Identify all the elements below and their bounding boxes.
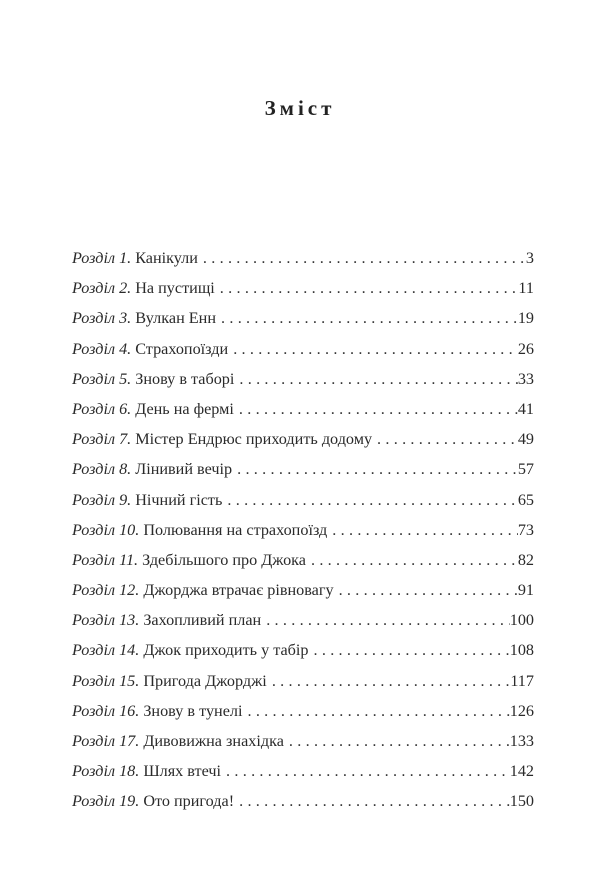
page-number: 100 — [509, 611, 534, 630]
chapter-title: Канікули — [135, 249, 198, 267]
chapter-title: Вулкан Енн — [135, 309, 216, 328]
chapter-label: Розділ 1. — [72, 249, 132, 267]
chapter-title: Нічний гість — [135, 490, 223, 509]
dot-leader: ........................................… — [266, 611, 510, 630]
dot-leader: ........................................… — [310, 550, 518, 569]
dot-leader: ........................................… — [288, 732, 510, 750]
dot-leader: ........................................… — [227, 490, 517, 509]
dot-leader: ........................................… — [332, 520, 518, 539]
chapter-title: Знову в тунелі — [143, 701, 243, 720]
chapter-title: Лінивий вечір — [135, 460, 233, 479]
toc-entry[interactable]: Розділ 4. Страхопоїзди...................… — [72, 334, 534, 364]
dot-leader: ........................................… — [239, 792, 510, 811]
chapter-label: Розділ 10. — [72, 520, 140, 539]
chapter-label: Розділ 9. — [72, 490, 132, 509]
page-number: 11 — [518, 279, 534, 298]
page-number: 49 — [517, 430, 534, 449]
chapter-label: Розділ 3. — [72, 309, 132, 328]
chapter-title: Містер Ендрюс приходить додому — [135, 430, 373, 449]
toc-entry[interactable]: Розділ 9. Нічний гість...................… — [72, 485, 534, 515]
dot-leader: ........................................… — [221, 309, 518, 328]
page-number: 142 — [509, 762, 534, 781]
dot-leader: ........................................… — [313, 641, 510, 660]
chapter-title: Джок приходить у табір — [143, 641, 309, 660]
page-number: 41 — [517, 399, 534, 418]
chapter-title: Дивовижна знахідка — [143, 732, 284, 750]
chapter-label: Розділ 17. — [72, 732, 140, 750]
toc-entry[interactable]: Розділ 13. Захопливий план...............… — [72, 605, 534, 635]
chapter-title: Джорджа втрачає рівновагу — [143, 581, 334, 600]
chapter-title: Шлях втечі — [143, 762, 222, 781]
page-number: 26 — [517, 339, 534, 358]
chapter-label: Розділ 8. — [72, 460, 132, 479]
page-number: 57 — [517, 460, 534, 479]
toc-entry[interactable]: Розділ 12. Джорджа втрачає рівновагу.....… — [72, 575, 534, 605]
page-number: 82 — [517, 550, 534, 569]
chapter-title: Полювання на страхопоїзд — [143, 520, 328, 539]
chapter-label: Розділ 14. — [72, 641, 140, 660]
chapter-title: Захопливий план — [143, 611, 262, 630]
dot-leader: ........................................… — [202, 249, 526, 267]
page-number: 133 — [509, 732, 534, 750]
page-title: Зміст — [264, 96, 336, 120]
toc-entry[interactable]: Розділ 2. На пустищі.....................… — [72, 273, 534, 303]
toc-entry[interactable]: Розділ 3. Вулкан Енн.....................… — [72, 303, 534, 333]
page-number: 150 — [509, 792, 534, 811]
toc-entry[interactable]: Розділ 6. День на фермі..................… — [72, 394, 534, 424]
toc-entry[interactable]: Розділ 10. Полювання на страхопоїзд......… — [72, 515, 534, 545]
chapter-label: Розділ 15. — [72, 671, 140, 690]
chapter-label: Розділ 2. — [72, 279, 132, 298]
chapter-label: Розділ 7. — [72, 430, 132, 449]
dot-leader: ........................................… — [239, 369, 517, 388]
dot-leader: ........................................… — [219, 279, 519, 298]
dot-leader: ........................................… — [338, 581, 518, 600]
page-number: 91 — [517, 581, 534, 600]
dot-leader: ........................................… — [226, 762, 510, 781]
dot-leader: ........................................… — [271, 671, 511, 690]
chapter-label: Розділ 5. — [72, 369, 132, 388]
toc-entry[interactable]: Розділ 8. Лінивий вечір..................… — [72, 454, 534, 484]
table-of-contents: Розділ 1. Канікули.......................… — [72, 243, 534, 817]
dot-leader: ........................................… — [377, 430, 518, 449]
chapter-label: Розділ 6. — [72, 399, 132, 418]
page-number: 108 — [509, 641, 534, 660]
dot-leader: ........................................… — [233, 339, 518, 358]
toc-entry[interactable]: Розділ 14. Джок приходить у табір........… — [72, 635, 534, 665]
chapter-title: Страхопоїзди — [135, 339, 229, 358]
dot-leader: ........................................… — [247, 701, 509, 720]
chapter-title: Пригода Джорджі — [143, 671, 267, 690]
chapter-label: Розділ 16. — [72, 701, 140, 720]
page-number: 126 — [509, 701, 534, 720]
dot-leader: ........................................… — [237, 460, 518, 479]
toc-entry[interactable]: Розділ 17. Дивовижна знахідка............… — [72, 726, 534, 756]
toc-entry[interactable]: Розділ 7. Містер Ендрюс приходить додому.… — [72, 424, 534, 454]
page-number: 117 — [510, 671, 534, 690]
chapter-label: Розділ 12. — [72, 581, 140, 600]
toc-entry[interactable]: Розділ 11. Здебільшого про Джока.........… — [72, 545, 534, 575]
chapter-label: Розділ 19. — [72, 792, 140, 811]
chapter-title: День на фермі — [135, 399, 234, 418]
toc-entry[interactable]: Розділ 15. Пригода Джорджі...............… — [72, 666, 534, 696]
page-number: 73 — [517, 520, 534, 539]
toc-entry[interactable]: Розділ 5. Знову в таборі.................… — [72, 364, 534, 394]
chapter-title: Ото пригода! — [143, 792, 235, 811]
page-number: 3 — [525, 249, 534, 267]
chapter-title: Здебільшого про Джока — [142, 550, 306, 569]
chapter-title: На пустищі — [135, 279, 215, 298]
dot-leader: ........................................… — [238, 399, 518, 418]
page-number: 33 — [517, 369, 534, 388]
toc-entry[interactable]: Розділ 16. Знову в тунелі................… — [72, 696, 534, 726]
chapter-label: Розділ 11. — [72, 550, 139, 569]
chapter-title: Знову в таборі — [135, 369, 235, 388]
chapter-label: Розділ 18. — [72, 762, 140, 781]
page-number: 65 — [517, 490, 534, 509]
chapter-label: Розділ 4. — [72, 339, 132, 358]
toc-entry[interactable]: Розділ 18. Шлях втечі....................… — [72, 756, 534, 786]
page-number: 19 — [517, 309, 534, 328]
chapter-label: Розділ 13. — [72, 611, 140, 630]
toc-entry[interactable]: Розділ 19. Ото пригода!..................… — [72, 786, 534, 816]
toc-entry[interactable]: Розділ 1. Канікули.......................… — [72, 243, 534, 273]
